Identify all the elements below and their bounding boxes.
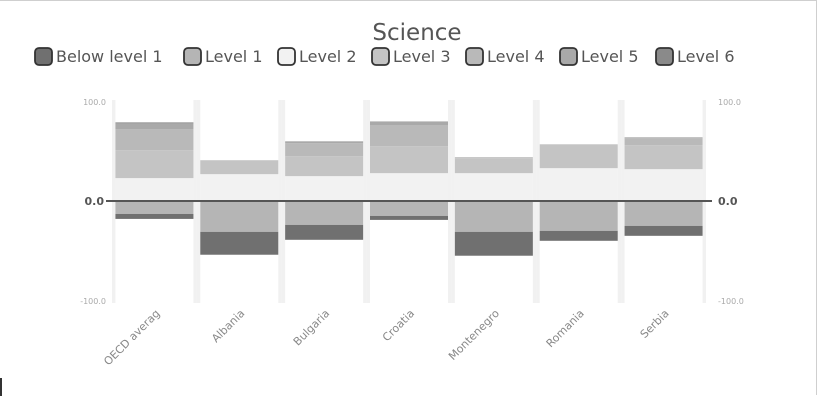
legend-swatch-level-3 xyxy=(371,47,390,66)
bar-croatia-level-4 xyxy=(370,125,448,147)
legend-item-level-1[interactable]: Level 1 xyxy=(183,47,263,66)
bar-serbia-level-1 xyxy=(624,201,703,226)
bar-bulgaria-below-level-1 xyxy=(285,224,364,240)
bar-romania-level-1 xyxy=(539,201,618,231)
legend-swatch-level-2 xyxy=(277,47,296,66)
x-tick-croatia: Croatia xyxy=(380,307,417,344)
bar-serbia-level-5 xyxy=(624,137,703,139)
legend-item-below-level-1[interactable]: Below level 1 xyxy=(34,47,163,66)
category-labels: OECD averag Albania Bulgaria Croatia Montene… xyxy=(101,307,671,368)
x-tick-bulgaria: Bulgaria xyxy=(291,307,332,348)
x-tick-serbia: Serbia xyxy=(638,307,672,341)
bar-albania-level-1 xyxy=(200,201,279,232)
bar-albania-level-3 xyxy=(200,160,279,175)
bar-oecd-averag-level-3 xyxy=(115,150,194,179)
bar-montenegro-level-4 xyxy=(454,157,533,159)
legend-label-level-4: Level 4 xyxy=(487,47,545,66)
legend-item-level-6[interactable]: Level 6 xyxy=(655,47,735,66)
bar-croatia-level-2 xyxy=(370,173,448,201)
bar-croatia-level-1 xyxy=(370,201,448,216)
y-tick-left-bottom: -100.0 xyxy=(80,297,106,306)
bar-montenegro-below-level-1 xyxy=(454,231,533,256)
x-tick-oecd-averag: OECD averag xyxy=(101,307,162,368)
y-tick-left-zero: 0.0 xyxy=(85,195,105,208)
bar-serbia-level-4 xyxy=(624,138,703,146)
bar-montenegro-level-1 xyxy=(454,201,533,232)
legend-item-level-4[interactable]: Level 4 xyxy=(465,47,545,66)
bar-serbia-level-3 xyxy=(624,145,703,170)
chart-title: Science xyxy=(372,20,461,46)
legend-label-level-1: Level 1 xyxy=(205,47,263,66)
x-tick-romania: Romania xyxy=(544,307,587,350)
bar-croatia-level-3 xyxy=(370,146,448,174)
legend-label-level-2: Level 2 xyxy=(299,47,357,66)
legend-item-level-3[interactable]: Level 3 xyxy=(371,47,451,66)
bar-bulgaria-level-1 xyxy=(285,201,364,225)
legend-swatch-level-1 xyxy=(183,47,202,66)
bar-oecd-averag-level-1 xyxy=(115,201,194,214)
y-tick-right-zero: 0.0 xyxy=(718,195,738,208)
bar-romania-below-level-1 xyxy=(539,230,618,241)
legend-item-level-2[interactable]: Level 2 xyxy=(277,47,357,66)
legend-swatch-level-4 xyxy=(465,47,484,66)
bar-oecd-averag-level-4 xyxy=(115,129,194,151)
bar-serbia-below-level-1 xyxy=(624,225,703,236)
legend-label-level-3: Level 3 xyxy=(393,47,451,66)
legend-item-level-5[interactable]: Level 5 xyxy=(559,47,639,66)
bar-croatia-below-level-1 xyxy=(370,215,448,220)
legend: Below level 1 Level 1 Level 2 Level 3 Level … xyxy=(34,47,735,66)
bar-albania-below-level-1 xyxy=(200,231,279,255)
bar-oecd-averag-below-level-1 xyxy=(115,213,194,219)
bar-stacks xyxy=(115,121,703,256)
legend-label-below-level-1: Below level 1 xyxy=(56,47,163,66)
legend-label-level-6: Level 6 xyxy=(677,47,735,66)
y-tick-left-top: 100.0 xyxy=(83,98,106,107)
axes: 100.0 0.0 -100.0 100.0 0.0 -100.0 xyxy=(80,98,744,306)
y-tick-right-bottom: -100.0 xyxy=(718,297,744,306)
bar-croatia-level-5 xyxy=(370,121,448,126)
bar-romania-level-2 xyxy=(539,168,618,201)
legend-swatch-below-level-1 xyxy=(34,47,53,66)
bar-bulgaria-level-3 xyxy=(285,156,364,177)
bar-montenegro-level-2 xyxy=(454,173,533,201)
y-tick-right-top: 100.0 xyxy=(718,98,741,107)
bar-bulgaria-level-5 xyxy=(285,141,364,144)
left-edge-rule xyxy=(0,378,2,396)
legend-label-level-5: Level 5 xyxy=(581,47,639,66)
x-tick-albania: Albania xyxy=(209,307,247,345)
bar-montenegro-level-3 xyxy=(454,158,533,174)
legend-swatch-level-5 xyxy=(559,47,578,66)
bar-oecd-averag-level-6 xyxy=(115,122,194,124)
bar-oecd-averag-level-5 xyxy=(115,123,194,130)
bar-bulgaria-level-2 xyxy=(285,176,364,201)
bar-serbia-level-2 xyxy=(624,169,703,201)
bar-albania-level-2 xyxy=(200,174,279,201)
bar-bulgaria-level-4 xyxy=(285,143,364,157)
bar-oecd-averag-level-2 xyxy=(115,178,194,201)
bar-romania-level-3 xyxy=(539,144,618,169)
x-tick-montenegro: Montenegro xyxy=(446,307,502,363)
legend-swatch-level-6 xyxy=(655,47,674,66)
